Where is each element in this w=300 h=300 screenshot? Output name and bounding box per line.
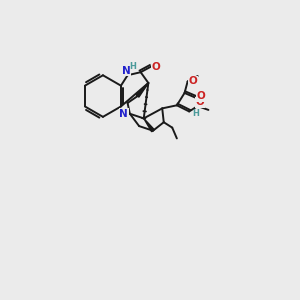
Text: H: H (193, 109, 200, 118)
Text: O: O (196, 97, 204, 107)
Polygon shape (144, 118, 154, 132)
Text: O: O (152, 62, 161, 72)
Text: N: N (122, 66, 130, 76)
Text: O: O (189, 76, 197, 86)
Text: N: N (119, 109, 128, 119)
Text: H: H (129, 62, 136, 71)
Polygon shape (136, 83, 148, 97)
Text: O: O (196, 91, 205, 101)
